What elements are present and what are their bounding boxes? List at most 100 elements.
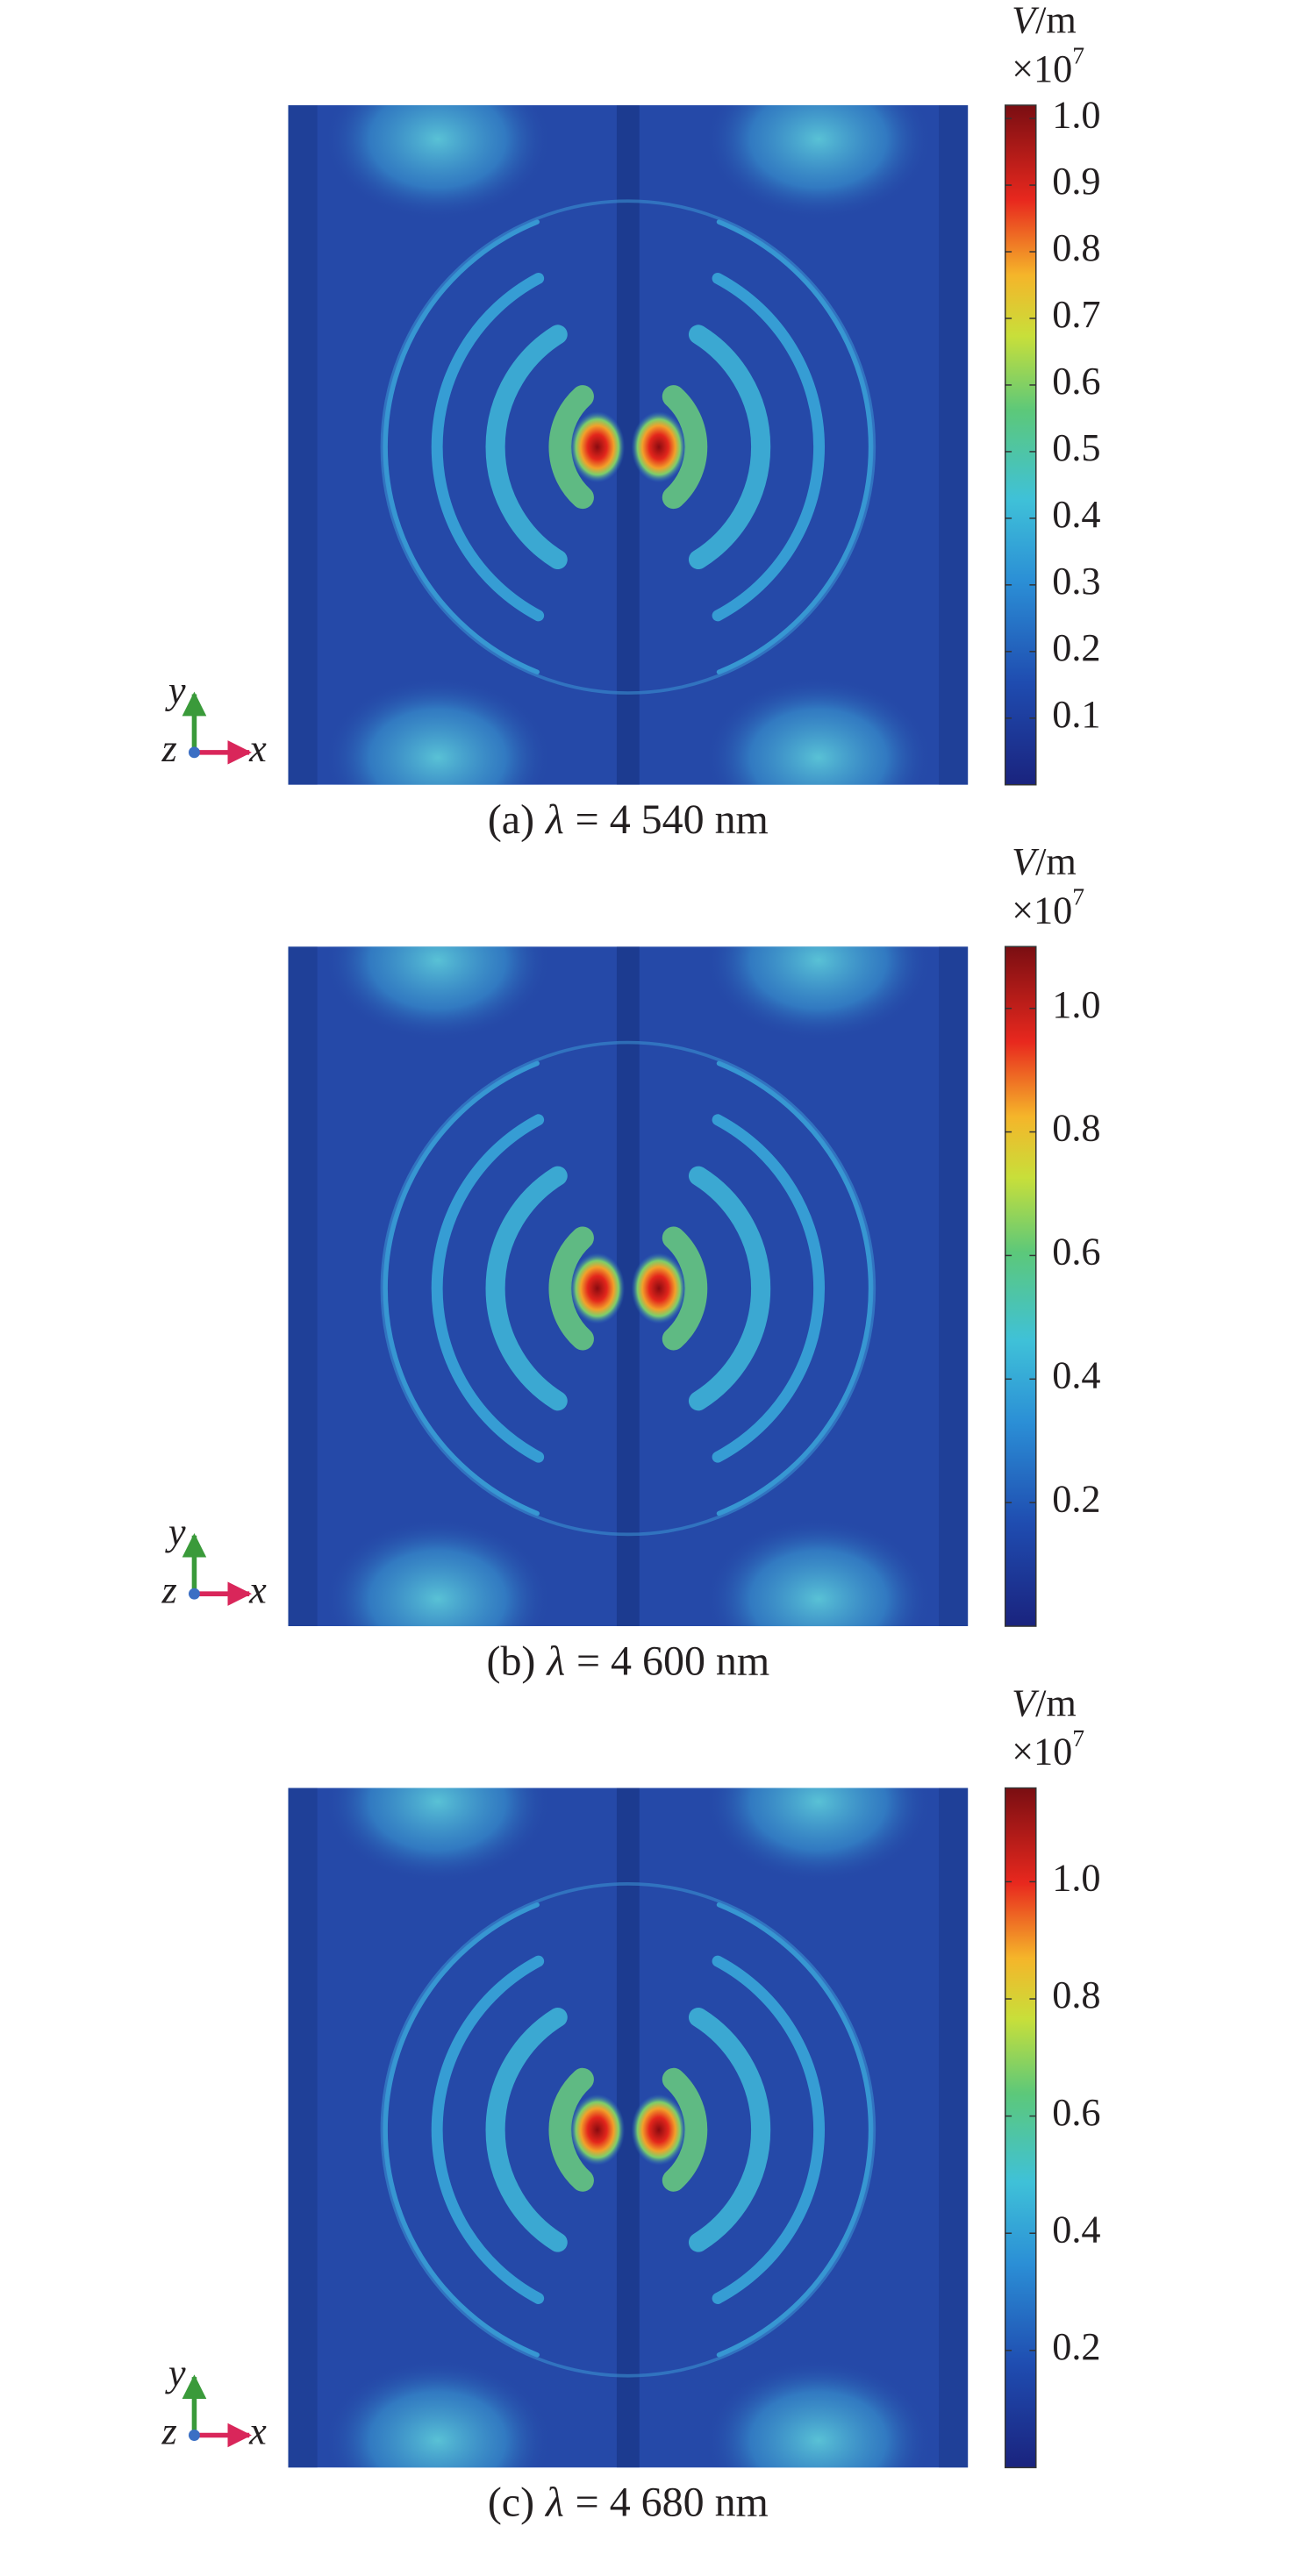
field-ring (688, 325, 771, 570)
axis-y-label: y (165, 1510, 186, 1553)
field-lobe (324, 1517, 552, 1627)
colorbar-tick-label: 1.0 (1052, 93, 1100, 136)
field-ring (716, 1902, 874, 2358)
field-hotspot (569, 1252, 626, 1324)
axis-x-label: x (248, 1568, 267, 1611)
z-dot (188, 746, 200, 759)
caption-label: (b) (486, 1638, 535, 1684)
field-map (288, 104, 969, 785)
field-ring (662, 2067, 708, 2192)
colorbar (1004, 104, 1037, 786)
field-hotspot (631, 1252, 687, 1324)
field-edge (288, 946, 318, 1627)
field-ring (662, 1226, 708, 1351)
field-ring (712, 1114, 825, 1463)
axis-z-label: z (161, 727, 177, 770)
field-edge (288, 104, 318, 785)
colorbar-tick-label: 0.4 (1052, 2208, 1100, 2251)
colorbar-unit: V/m (1012, 1681, 1077, 1724)
unit: /m (1035, 0, 1077, 42)
axis-x-label: x (248, 727, 267, 770)
exponent: 7 (1072, 883, 1084, 910)
field-ring (383, 219, 540, 675)
colorbar-tick-label: 0.2 (1052, 1477, 1100, 1520)
field-map (288, 946, 969, 1627)
field-hotspot (631, 411, 687, 483)
field-hotspot (569, 411, 626, 483)
caption-symbol: λ (544, 2480, 564, 2526)
colorbar-multiplier: ×107 (1012, 1724, 1084, 1773)
field-edge (939, 104, 969, 785)
field-lobe (324, 946, 552, 1041)
unit-symbol: V (1012, 0, 1040, 42)
caption-text: = 4 680 nm (576, 2480, 769, 2526)
field-ring (662, 385, 708, 510)
unit-symbol: V (1012, 1681, 1040, 1724)
axis-z-label: z (161, 2410, 177, 2453)
field-lobe (705, 1788, 932, 1883)
colorbar-tick-label: 1.0 (1052, 983, 1100, 1026)
caption-label: (c) (488, 2480, 534, 2526)
colorbar-unit: V/m (1012, 0, 1077, 42)
unit-symbol: V (1012, 840, 1040, 883)
colorbar-tick-label: 0.8 (1052, 226, 1100, 269)
field-ring (431, 272, 545, 622)
multiplier: ×10 (1012, 888, 1072, 931)
colorbar-multiplier: ×107 (1012, 42, 1084, 90)
axis-x-label: x (248, 2410, 267, 2453)
field-map (288, 1788, 969, 2468)
colorbar-tick-label: 0.4 (1052, 1353, 1100, 1396)
unit: /m (1035, 840, 1077, 883)
colorbar (1004, 945, 1037, 1627)
caption: (a) λ = 4 540 nm (488, 796, 769, 843)
colorbar-tick-label: 0.2 (1052, 2325, 1100, 2368)
field-ring (383, 1060, 540, 1516)
caption-text: = 4 540 nm (576, 796, 769, 843)
field-ring (485, 1166, 568, 1411)
field-lobe (324, 104, 552, 220)
z-dot (188, 1588, 200, 1600)
field-ring (548, 1226, 594, 1351)
field-outer-ring (380, 1882, 876, 2378)
colorbar-tick-label: 0.6 (1052, 1231, 1100, 1274)
field-ring (431, 1955, 545, 2304)
field-ring (383, 1902, 540, 2358)
field-outer-ring (380, 1040, 876, 1537)
unit: /m (1035, 1681, 1077, 1724)
exponent: 7 (1072, 1724, 1084, 1752)
multiplier: ×10 (1012, 47, 1072, 90)
colorbar-tick-label: 0.9 (1052, 160, 1100, 203)
colorbar-tick-label: 0.1 (1052, 693, 1100, 736)
colorbar-tick-label: 0.5 (1052, 426, 1100, 469)
field-edge (939, 946, 969, 1627)
colorbar-tick-label: 0.8 (1052, 1973, 1100, 2016)
field-lobe (324, 2359, 552, 2468)
caption: (b) λ = 4 600 nm (486, 1638, 769, 1684)
field-ring (688, 1166, 771, 1411)
multiplier: ×10 (1012, 1730, 1072, 1773)
colorbar-tick-label: 0.8 (1052, 1107, 1100, 1150)
colorbar-multiplier: ×107 (1012, 883, 1084, 931)
exponent: 7 (1072, 42, 1084, 69)
axis-z-label: z (161, 1568, 177, 1611)
field-ring (485, 325, 568, 570)
field-lobe (705, 1517, 932, 1627)
caption-symbol: λ (544, 796, 564, 843)
field-ring (688, 2007, 771, 2252)
colorbar-tick-label: 0.6 (1052, 2091, 1100, 2134)
colorbar-tick-label: 0.2 (1052, 626, 1100, 669)
colorbar-unit: V/m (1012, 840, 1077, 883)
field-lobe (324, 1788, 552, 1883)
colorbar-tick-label: 0.6 (1052, 360, 1100, 403)
colorbar-tick-label: 0.3 (1052, 560, 1100, 603)
field-ring (712, 272, 825, 622)
field-lobe (705, 676, 932, 785)
caption-text: = 4 600 nm (576, 1638, 769, 1684)
field-ring (548, 385, 594, 510)
field-lobe (705, 2359, 932, 2468)
